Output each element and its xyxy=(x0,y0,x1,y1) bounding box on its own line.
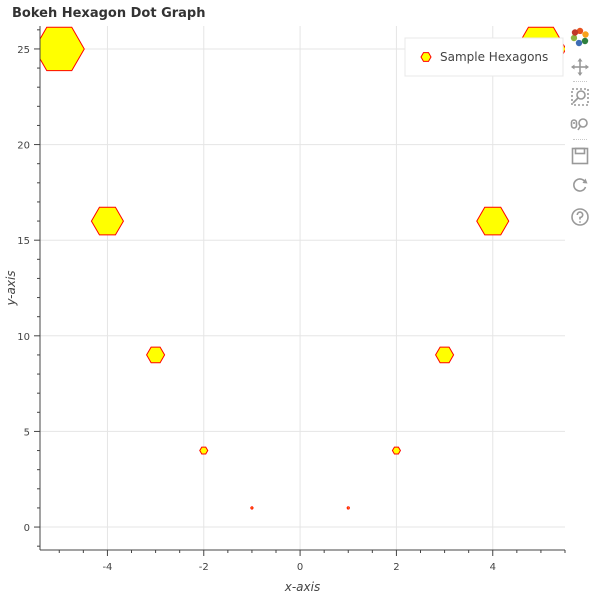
save-icon[interactable] xyxy=(568,145,592,167)
grid xyxy=(40,26,565,550)
axes: -4 -2 0 2 4 0 5 10 15 20 25 x-axis y-axis xyxy=(4,26,566,594)
chart-title: Bokeh Hexagon Dot Graph xyxy=(12,6,206,21)
y-axis-label: y-axis xyxy=(4,270,18,306)
box-zoom-icon[interactable] xyxy=(568,86,592,108)
x-tick-label: 4 xyxy=(490,562,496,573)
x-tick-label: 0 xyxy=(297,562,303,573)
y-tick-label: 25 xyxy=(17,45,30,56)
x-tick-label: 2 xyxy=(393,562,399,573)
pan-icon[interactable] xyxy=(568,56,592,78)
x-axis-label: x-axis xyxy=(284,580,320,594)
reset-icon[interactable] xyxy=(568,174,592,196)
legend-label: Sample Hexagons xyxy=(440,50,548,64)
y-tick-label: 5 xyxy=(24,427,30,438)
hexagon-point xyxy=(250,506,254,510)
help-icon[interactable] xyxy=(568,206,592,228)
hexagon-point xyxy=(40,26,85,72)
hexagon-point xyxy=(199,446,209,455)
y-tick-label: 15 xyxy=(17,236,30,247)
bokeh-logo-icon[interactable] xyxy=(568,26,592,48)
wheel-zoom-icon[interactable] xyxy=(568,114,592,136)
hexagon-point xyxy=(476,206,510,236)
y-tick-label: 20 xyxy=(17,141,30,152)
legend: Sample Hexagons xyxy=(404,37,564,77)
hexagon-point xyxy=(346,506,351,510)
hexagon-point xyxy=(90,206,125,236)
hexagon-point xyxy=(391,446,401,455)
hexagon-point xyxy=(146,346,166,364)
y-tick-label: 10 xyxy=(17,332,30,343)
x-tick-label: -4 xyxy=(102,562,112,573)
hexagon-point xyxy=(435,346,455,364)
y-tick-label: 0 xyxy=(24,523,30,534)
x-tick-label: -2 xyxy=(199,562,209,573)
legend-glyph xyxy=(420,52,432,62)
